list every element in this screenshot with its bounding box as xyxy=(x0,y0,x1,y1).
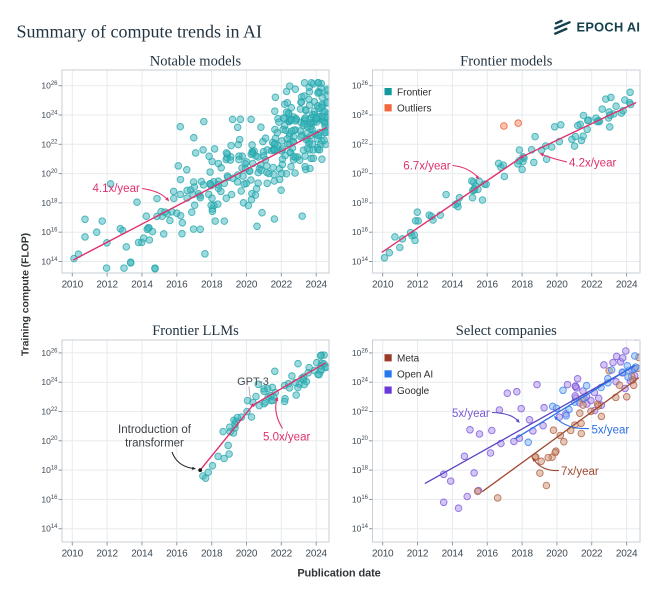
svg-text:2016: 2016 xyxy=(476,280,498,291)
svg-text:1022: 1022 xyxy=(352,139,369,149)
svg-text:2020: 2020 xyxy=(546,549,568,560)
svg-text:1016: 1016 xyxy=(352,227,369,237)
svg-text:2014: 2014 xyxy=(131,549,153,560)
svg-text:1024: 1024 xyxy=(41,110,58,120)
svg-text:Outliers: Outliers xyxy=(397,104,431,115)
svg-text:1014: 1014 xyxy=(352,257,369,267)
svg-text:4.2x/year: 4.2x/year xyxy=(569,158,616,170)
svg-text:2022: 2022 xyxy=(581,280,603,291)
svg-text:2018: 2018 xyxy=(511,549,533,560)
svg-text:2024: 2024 xyxy=(305,280,327,291)
svg-text:2024: 2024 xyxy=(616,280,638,291)
svg-text:5.0x/year: 5.0x/year xyxy=(263,432,310,444)
svg-text:2010: 2010 xyxy=(62,280,84,291)
svg-text:1026: 1026 xyxy=(352,81,369,91)
svg-text:1018: 1018 xyxy=(352,198,369,208)
svg-text:Summary of compute trends in A: Summary of compute trends in AI xyxy=(17,22,262,42)
svg-text:2020: 2020 xyxy=(236,549,258,560)
svg-text:1016: 1016 xyxy=(352,494,369,504)
svg-text:7x/year: 7x/year xyxy=(561,466,599,478)
svg-text:1020: 1020 xyxy=(352,436,369,446)
svg-text:1026: 1026 xyxy=(41,348,58,358)
svg-text:Google: Google xyxy=(397,386,430,397)
svg-text:Publication date: Publication date xyxy=(297,568,380,580)
svg-text:1016: 1016 xyxy=(41,227,58,237)
svg-text:1018: 1018 xyxy=(41,198,58,208)
svg-text:2018: 2018 xyxy=(511,280,533,291)
svg-text:2010: 2010 xyxy=(372,549,394,560)
svg-text:Open AI: Open AI xyxy=(397,370,433,381)
svg-text:5x/year: 5x/year xyxy=(592,425,630,437)
svg-text:2014: 2014 xyxy=(442,280,464,291)
svg-text:1014: 1014 xyxy=(41,257,58,267)
svg-text:2020: 2020 xyxy=(236,280,258,291)
svg-text:2010: 2010 xyxy=(372,280,394,291)
svg-text:Notable models: Notable models xyxy=(150,54,242,70)
svg-text:2020: 2020 xyxy=(546,280,568,291)
svg-text:1024: 1024 xyxy=(41,377,58,387)
svg-text:1018: 1018 xyxy=(352,465,369,475)
svg-text:2024: 2024 xyxy=(305,549,327,560)
svg-text:1014: 1014 xyxy=(41,524,58,534)
svg-text:1014: 1014 xyxy=(352,524,369,534)
svg-text:6.7x/year: 6.7x/year xyxy=(403,161,450,173)
svg-text:2012: 2012 xyxy=(407,549,429,560)
svg-text:Training compute (FLOP): Training compute (FLOP) xyxy=(20,233,32,356)
svg-text:2012: 2012 xyxy=(96,549,118,560)
svg-text:transformer: transformer xyxy=(125,438,184,450)
svg-text:5x/year: 5x/year xyxy=(452,408,490,420)
svg-text:2022: 2022 xyxy=(581,549,603,560)
svg-text:2014: 2014 xyxy=(442,549,464,560)
svg-text:1020: 1020 xyxy=(352,169,369,179)
svg-text:2014: 2014 xyxy=(131,280,153,291)
svg-text:1016: 1016 xyxy=(41,494,58,504)
svg-text:1026: 1026 xyxy=(352,348,369,358)
svg-text:2018: 2018 xyxy=(201,280,223,291)
svg-text:2022: 2022 xyxy=(271,549,293,560)
svg-text:1026: 1026 xyxy=(41,81,58,91)
svg-text:1024: 1024 xyxy=(352,110,369,120)
svg-text:Frontier models: Frontier models xyxy=(460,54,553,70)
svg-text:2022: 2022 xyxy=(271,280,293,291)
svg-text:2012: 2012 xyxy=(407,280,429,291)
svg-text:2024: 2024 xyxy=(616,549,638,560)
svg-text:Introduction of: Introduction of xyxy=(118,424,192,436)
svg-text:1020: 1020 xyxy=(41,436,58,446)
svg-text:2010: 2010 xyxy=(62,549,84,560)
svg-text:2016: 2016 xyxy=(166,280,188,291)
svg-text:1022: 1022 xyxy=(41,139,58,149)
svg-text:GPT-3: GPT-3 xyxy=(237,376,269,388)
svg-text:1018: 1018 xyxy=(41,465,58,475)
svg-text:2016: 2016 xyxy=(476,549,498,560)
svg-text:1020: 1020 xyxy=(41,169,58,179)
svg-text:EPOCH AI: EPOCH AI xyxy=(577,20,641,35)
svg-text:1024: 1024 xyxy=(352,377,369,387)
svg-text:2012: 2012 xyxy=(96,280,118,291)
svg-text:4.1x/year: 4.1x/year xyxy=(93,183,140,195)
svg-text:1022: 1022 xyxy=(352,407,369,417)
svg-text:1022: 1022 xyxy=(41,407,58,417)
svg-text:2018: 2018 xyxy=(201,549,223,560)
svg-text:Meta: Meta xyxy=(397,354,420,365)
svg-text:Frontier LLMs: Frontier LLMs xyxy=(152,323,239,339)
svg-text:Frontier: Frontier xyxy=(397,87,432,98)
svg-text:2016: 2016 xyxy=(166,549,188,560)
svg-text:Select companies: Select companies xyxy=(456,323,557,339)
